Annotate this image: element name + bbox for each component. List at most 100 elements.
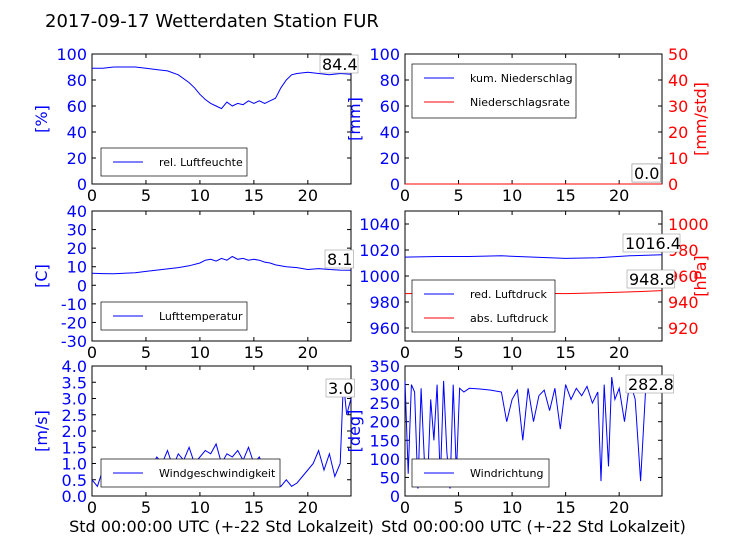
x-tick-label: 15	[244, 343, 264, 362]
panel-p3: 0 5 10 15 20-30-20-10010203040[C]Lufttempera…	[32, 202, 354, 362]
y-tick-label: 0	[77, 276, 87, 295]
x-tick-label: 5	[141, 343, 151, 362]
x-tick-label: 15	[555, 343, 575, 362]
y-tick-label: 960	[369, 319, 400, 338]
value-label: 282.8	[628, 375, 674, 394]
y-tick-label: 0.0	[62, 487, 87, 506]
panel-p2: 0 5 10 15 2002040608010001020304050[mm/std][…	[345, 45, 710, 205]
x-tick-label: 10	[502, 186, 522, 205]
x-tick-label: 5	[453, 186, 463, 205]
y-tick-label: 250	[369, 394, 400, 413]
x-tick-label: 0	[87, 186, 97, 205]
x-tick-label: 10	[190, 186, 210, 205]
y-tick-label: 150	[369, 431, 400, 450]
legend-label: Windrichtung	[470, 467, 543, 480]
y-tick-label: 980	[369, 293, 400, 312]
legend-label: Niederschlagsrate	[470, 96, 570, 109]
y-tick-label: 80	[380, 71, 400, 90]
y-tick-label: 1.5	[62, 438, 87, 457]
x-tick-label: 0	[87, 498, 97, 517]
y-tick-label: 60	[380, 97, 400, 116]
x-tick-label: 15	[555, 186, 575, 205]
y2-tick-label: 20	[668, 123, 688, 142]
weather-charts: 2017-09-17 Wetterdaten Station FUR 0 5 10…	[0, 0, 736, 552]
value-label: 948.8	[629, 270, 675, 289]
y2-axis-label: [mm/std]	[691, 82, 710, 156]
y-tick-label: 350	[369, 357, 400, 376]
value-label: 1016.4	[625, 234, 681, 253]
x-tick-label: 15	[555, 498, 575, 517]
y-tick-label: 100	[369, 450, 400, 469]
y-tick-label: 40	[67, 202, 87, 221]
x-axis-label: Std 00:00:00 UTC (+-22 Std Lokalzeit)	[69, 517, 374, 536]
x-tick-label: 20	[609, 498, 629, 517]
y-axis-label: [m/s]	[32, 410, 51, 452]
y-tick-label: 40	[380, 123, 400, 142]
y-axis-label: [deg]	[345, 410, 364, 453]
y-tick-label: -30	[61, 332, 87, 351]
legend-label: Windgeschwindigkeit	[159, 467, 276, 480]
y-tick-label: 2.0	[62, 422, 87, 441]
x-tick-label: 15	[244, 186, 264, 205]
x-tick-label: 10	[502, 343, 522, 362]
y-tick-label: 1.0	[62, 455, 87, 474]
y-tick-label: 100	[369, 45, 400, 64]
legend-label: kum. Niederschlag	[470, 72, 573, 85]
x-tick-label: 0	[400, 343, 410, 362]
x-axis-label: Std 00:00:00 UTC (+-22 Std Lokalzeit)	[381, 517, 686, 536]
y2-tick-label: 0	[668, 175, 678, 194]
x-tick-label: 0	[400, 498, 410, 517]
value-label: 8.1	[327, 250, 352, 269]
series-line	[405, 255, 662, 259]
x-tick-label: 10	[190, 343, 210, 362]
panel-p5: 0 5 10 15 200.00.51.01.52.02.53.03.54.0[m/s]…	[32, 357, 374, 536]
x-tick-label: 10	[190, 498, 210, 517]
legend-label: Lufttemperatur	[159, 310, 243, 323]
x-tick-label: 20	[298, 186, 318, 205]
y-tick-label: 0	[390, 487, 400, 506]
x-tick-label: 0	[87, 343, 97, 362]
x-tick-label: 20	[609, 186, 629, 205]
y-tick-label: 30	[67, 221, 87, 240]
y2-tick-label: 10	[668, 149, 688, 168]
legend-label: abs. Luftdruck	[470, 312, 549, 325]
y-tick-label: 20	[380, 149, 400, 168]
y-tick-label: 300	[369, 376, 400, 395]
y-axis-label: [%]	[32, 105, 51, 133]
value-label: 3.0	[328, 379, 353, 398]
x-tick-label: 5	[141, 498, 151, 517]
x-tick-label: 5	[453, 498, 463, 517]
y-tick-label: 4.0	[62, 357, 87, 376]
y-tick-label: 0.5	[62, 471, 87, 490]
y-tick-label: 20	[67, 239, 87, 258]
legend-label: red. Luftdruck	[470, 288, 547, 301]
legend-label: rel. Luftfeuchte	[159, 156, 243, 169]
y-tick-label: 3.0	[62, 390, 87, 409]
y-axis-label: [mm]	[345, 97, 364, 141]
y-tick-label: 80	[67, 71, 87, 90]
y-tick-label: 50	[380, 468, 400, 487]
chart-title: 2017-09-17 Wetterdaten Station FUR	[45, 11, 379, 32]
x-tick-label: 5	[453, 343, 463, 362]
y-tick-label: -10	[61, 295, 87, 314]
y-tick-label: 0	[390, 175, 400, 194]
panel-p1: 0 5 10 15 20020406080100[%]rel. Luftfeuchte8…	[32, 45, 358, 205]
x-tick-label: 20	[609, 343, 629, 362]
series-line	[92, 67, 351, 109]
y2-tick-label: 1000	[668, 215, 709, 234]
x-tick-label: 20	[298, 343, 318, 362]
y-tick-label: 60	[67, 97, 87, 116]
x-tick-label: 20	[298, 498, 318, 517]
y-tick-label: 200	[369, 413, 400, 432]
series-line	[92, 257, 351, 274]
x-tick-label: 0	[400, 186, 410, 205]
y2-tick-label: 30	[668, 97, 688, 116]
y-tick-label: 20	[67, 149, 87, 168]
panel-p6: 0 5 10 15 20050100150200250300350[deg]Std 00…	[345, 357, 686, 536]
x-tick-label: 5	[141, 186, 151, 205]
y-tick-label: 1040	[359, 215, 400, 234]
y-tick-label: 10	[67, 258, 87, 277]
y2-tick-label: 40	[668, 71, 688, 90]
value-label: 0.0	[634, 164, 659, 183]
y-tick-label: 0	[77, 175, 87, 194]
